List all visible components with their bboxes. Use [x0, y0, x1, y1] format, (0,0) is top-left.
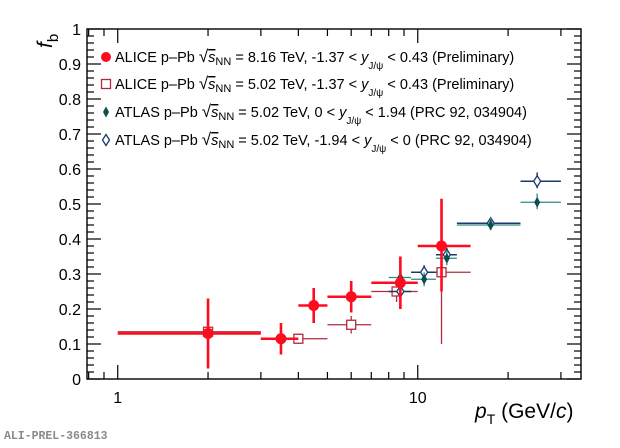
legend-y: y — [363, 133, 372, 149]
x-axis-title: pT (GeV/c) — [474, 400, 573, 427]
marker-filled-diamond — [103, 106, 109, 118]
legend-y: y — [360, 77, 369, 93]
legend-rest: < 0.43 (Preliminary) — [383, 77, 514, 93]
legend-energy: = 5.02 TeV, -1.37 < — [231, 77, 361, 93]
data-point — [411, 272, 436, 287]
data-point — [417, 198, 471, 292]
legend-jpsi: J/ψ — [346, 116, 361, 127]
data-point — [520, 172, 561, 189]
y-tick-label: 0 — [72, 372, 81, 389]
y-axis-title-sub: b — [45, 34, 62, 42]
axis-ticks — [87, 28, 581, 380]
legend-label: ATLAS p–Pb √sNN = 5.02 TeV, 0 < yJ/ψ < 1… — [115, 102, 527, 127]
marker-filled-circle — [202, 328, 214, 339]
y-tick-label: 0.7 — [59, 127, 81, 144]
marker-open-square — [100, 78, 112, 90]
legend-s: s — [211, 105, 218, 121]
y-tick-label: 0.1 — [59, 337, 81, 354]
legend-y: y — [360, 50, 369, 66]
marker-filled-circle — [101, 52, 111, 62]
legend-entry: ATLAS p–Pb √sNN = 5.02 TeV, -1.94 < yJ/ψ… — [101, 130, 532, 155]
x-axis-title-unit-c: c — [556, 400, 567, 423]
y-tick-label: 0.5 — [59, 197, 81, 214]
y-tick-label: 0.2 — [59, 302, 81, 319]
x-tick-label: 1 — [113, 390, 122, 407]
data-point — [520, 193, 561, 210]
watermark-label: ALI-PREL-366813 — [4, 430, 108, 443]
x-axis-title-unit-pre: (GeV/ — [495, 400, 556, 423]
y-tick-label: 0.9 — [59, 57, 81, 74]
legend-rest: < 0.43 (Preliminary) — [383, 50, 514, 66]
legend-rest: < 0 (PRC 92, 034904) — [386, 133, 532, 149]
data-point — [298, 288, 328, 323]
data-point — [117, 298, 261, 369]
data-point — [371, 256, 418, 309]
y-tick-label: 0.6 — [59, 162, 81, 179]
marker-open-square — [346, 319, 357, 330]
legend-jpsi: J/ψ — [371, 144, 386, 155]
data-point — [117, 326, 261, 337]
legend-experiment: ALICE p–Pb — [115, 50, 199, 66]
legend-nn: NN — [215, 56, 231, 68]
y-axis-title-main: f — [34, 40, 57, 48]
series-filled-diamond — [388, 193, 561, 287]
legend-experiment: ALICE p–Pb — [115, 77, 199, 93]
legend-nn: NN — [218, 139, 234, 151]
x-tick-label: 10 — [409, 390, 427, 407]
marker-filled-circle — [345, 291, 357, 303]
marker-open-diamond — [532, 174, 542, 188]
y-axis-title: fb — [34, 34, 62, 48]
marker-filled-circle — [308, 300, 320, 311]
marker-open-diamond — [101, 133, 111, 147]
legend-label: ALICE p–Pb √sNN = 8.16 TeV, -1.37 < yJ/ψ… — [115, 47, 514, 72]
legend-jpsi: J/ψ — [368, 61, 383, 72]
marker-filled-circle — [436, 240, 448, 252]
legend-label: ATLAS p–Pb √sNN = 5.02 TeV, -1.94 < yJ/ψ… — [115, 130, 532, 155]
legend-energy: = 5.02 TeV, -1.94 < — [234, 133, 364, 149]
legend-experiment: ATLAS p–Pb — [115, 133, 202, 149]
legend-sqrt-symbol: √ — [202, 130, 212, 149]
data-point — [260, 323, 299, 355]
legend-entry: ATLAS p–Pb √sNN = 5.02 TeV, 0 < yJ/ψ < 1… — [103, 102, 527, 127]
legend-entry: ALICE p–Pb √sNN = 8.16 TeV, -1.37 < yJ/ψ… — [101, 47, 514, 72]
legend-entry: ALICE p–Pb √sNN = 5.02 TeV, -1.37 < yJ/ψ… — [100, 74, 514, 99]
legend-energy: = 8.16 TeV, -1.37 < — [231, 50, 361, 66]
data-point — [456, 218, 521, 231]
legend-energy: = 5.02 TeV, 0 < — [234, 105, 339, 121]
legend-sqrt-symbol: √ — [199, 47, 209, 66]
legend-rest: < 1.94 (PRC 92, 034904) — [361, 105, 527, 121]
y-tick-label: 0.8 — [59, 92, 81, 109]
legend-nn: NN — [215, 83, 231, 95]
y-tick-label: 0.3 — [59, 267, 81, 284]
marker-filled-circle — [275, 333, 287, 345]
legend-sqrt-symbol: √ — [199, 74, 209, 93]
x-axis-title-sub: T — [487, 411, 496, 427]
legend-s: s — [208, 50, 215, 66]
legend-s: s — [208, 77, 215, 93]
data-series — [117, 172, 561, 369]
marker-filled-diamond — [534, 196, 541, 208]
marker-filled-diamond — [443, 252, 450, 264]
marker-filled-circle — [394, 277, 406, 289]
x-axis-title-main: p — [474, 400, 487, 423]
x-axis-title-unit-post: ) — [566, 400, 573, 423]
legend-experiment: ATLAS p–Pb — [115, 105, 202, 121]
axis-tick-labels: 0 0.1 0.2 0.3 0.4 0.5 0.6 0.7 0.8 0.9 1 1 10 — [59, 22, 427, 407]
data-point — [327, 281, 372, 313]
legend-jpsi: J/ψ — [368, 88, 383, 99]
legend-nn: NN — [218, 111, 234, 123]
legend-sqrt-symbol: √ — [202, 102, 212, 121]
legend: ALICE p–Pb √sNN = 8.16 TeV, -1.37 < yJ/ψ… — [100, 47, 532, 155]
series-filled-circle — [117, 198, 471, 369]
marker-filled-diamond — [487, 219, 494, 231]
legend-y: y — [338, 105, 347, 121]
legend-label: ALICE p–Pb √sNN = 5.02 TeV, -1.37 < yJ/ψ… — [115, 74, 514, 99]
y-tick-label: 1 — [72, 22, 81, 39]
y-tick-label: 0.4 — [59, 232, 81, 249]
marker-filled-diamond — [421, 273, 428, 285]
legend-s: s — [211, 133, 218, 149]
data-point — [435, 251, 457, 266]
data-point — [327, 316, 372, 334]
